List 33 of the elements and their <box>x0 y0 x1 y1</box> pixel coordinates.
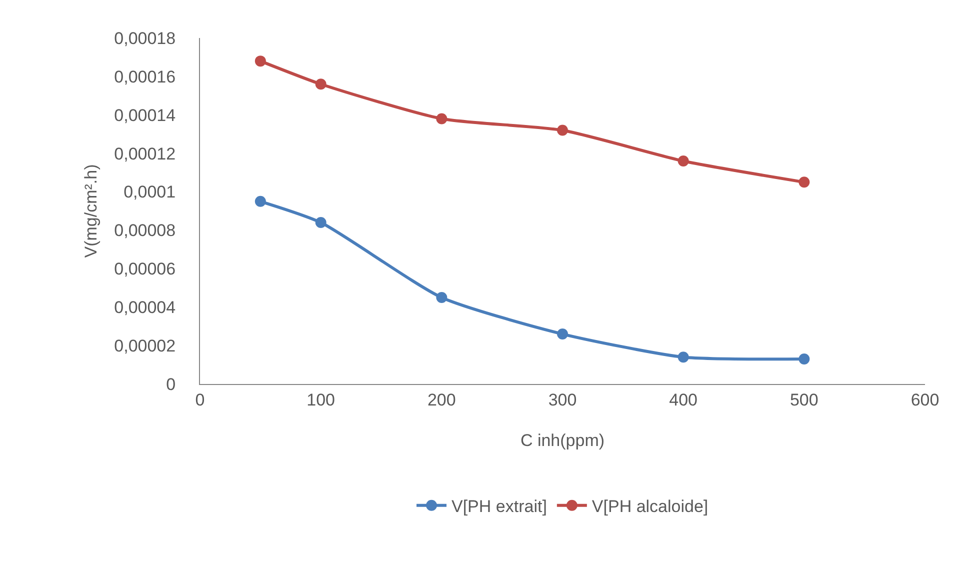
y-tick-label: 0,00008 <box>114 221 176 240</box>
point <box>557 328 568 340</box>
x-tick-label: 300 <box>548 390 577 410</box>
x-tick-label: 0 <box>195 390 205 410</box>
y-tick-label: 0,00004 <box>114 298 176 318</box>
x-axis-title: C inh(ppm) <box>520 430 605 450</box>
x-tick-label: 200 <box>427 390 456 410</box>
y-axis-title: V(mg/cm².h) <box>82 164 101 258</box>
point <box>436 292 448 303</box>
point <box>254 196 266 207</box>
x-tick-label: 400 <box>669 390 698 410</box>
legend-label: V[PH alcaloide] <box>592 496 708 516</box>
x-tick-label: 500 <box>790 390 818 410</box>
point <box>557 124 568 136</box>
point <box>678 156 689 167</box>
legend-label: V[PH extrait] <box>452 496 547 516</box>
y-tick-label: 0,00018 <box>114 28 176 48</box>
point <box>254 56 266 67</box>
y-tick-label: 0,00006 <box>114 260 176 279</box>
point <box>315 217 326 228</box>
x-tick-label: 600 <box>910 390 940 410</box>
y-tick-label: 0,00012 <box>114 144 176 164</box>
point <box>798 176 810 188</box>
y-tick-label: 0,00002 <box>114 336 176 356</box>
point <box>678 352 689 363</box>
point <box>436 113 448 124</box>
y-tick-label: 0,00014 <box>114 106 176 125</box>
y-tick-label: 0,00016 <box>114 67 176 86</box>
y-tick-label: 0 <box>166 374 176 394</box>
y-tick-label: 0,0001 <box>124 182 176 202</box>
point <box>798 354 810 365</box>
point <box>315 78 326 90</box>
x-tick-label: 100 <box>306 390 336 410</box>
